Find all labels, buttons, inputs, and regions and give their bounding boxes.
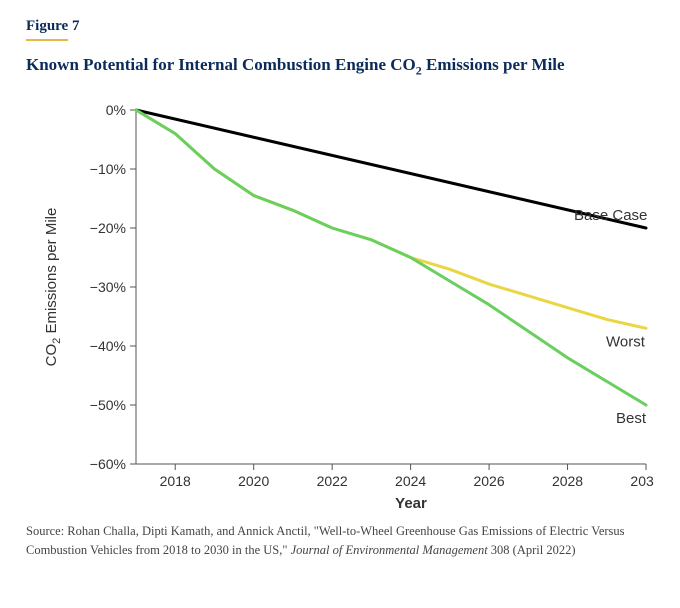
x-axis-title: Year: [395, 495, 427, 512]
source-suffix: 308 (April 2022): [488, 543, 576, 557]
y-axis-title: CO2 Emissions per Mile: [43, 208, 63, 367]
figure-container: Figure 7 Known Potential for Internal Co…: [0, 0, 680, 608]
chart-svg: 0% −10% −20% −30% −40% −50% −60% 2018 2020 2022 20…: [26, 82, 654, 516]
y-tick-label: −30%: [90, 279, 126, 295]
figure-label: Figure 7: [26, 18, 654, 35]
y-tick-label: −20%: [90, 220, 126, 236]
x-tick-label: 2024: [395, 473, 426, 489]
figure-title: Known Potential for Internal Combustion …: [26, 55, 654, 78]
x-tick-label: 2030: [630, 473, 654, 489]
series-label: Best: [616, 410, 647, 427]
series-line: [136, 110, 646, 405]
figure-title-post: Emissions per Mile: [422, 55, 565, 74]
x-tick-label: 2022: [317, 473, 348, 489]
source-text: Source: Rohan Challa, Dipti Kamath, and …: [26, 522, 654, 558]
source-italic: Journal of Environmental Management: [291, 543, 488, 557]
y-tick-label: −60%: [90, 456, 126, 472]
series-line: [136, 110, 646, 328]
x-tick-label: 2028: [552, 473, 583, 489]
figure-underline: [26, 39, 68, 41]
x-tick-label: 2026: [473, 473, 504, 489]
y-tick-label: −50%: [90, 397, 126, 413]
series-label: Worst: [606, 334, 646, 351]
chart-area: 0% −10% −20% −30% −40% −50% −60% 2018 2020 2022 20…: [26, 82, 654, 516]
x-tick-label: 2018: [160, 473, 191, 489]
y-tick-label: −10%: [90, 161, 126, 177]
y-tick-label: 0%: [106, 102, 126, 118]
y-tick-label: −40%: [90, 338, 126, 354]
figure-title-pre: Known Potential for Internal Combustion …: [26, 55, 416, 74]
series-label: Base Case: [574, 207, 647, 224]
x-tick-label: 2020: [238, 473, 269, 489]
